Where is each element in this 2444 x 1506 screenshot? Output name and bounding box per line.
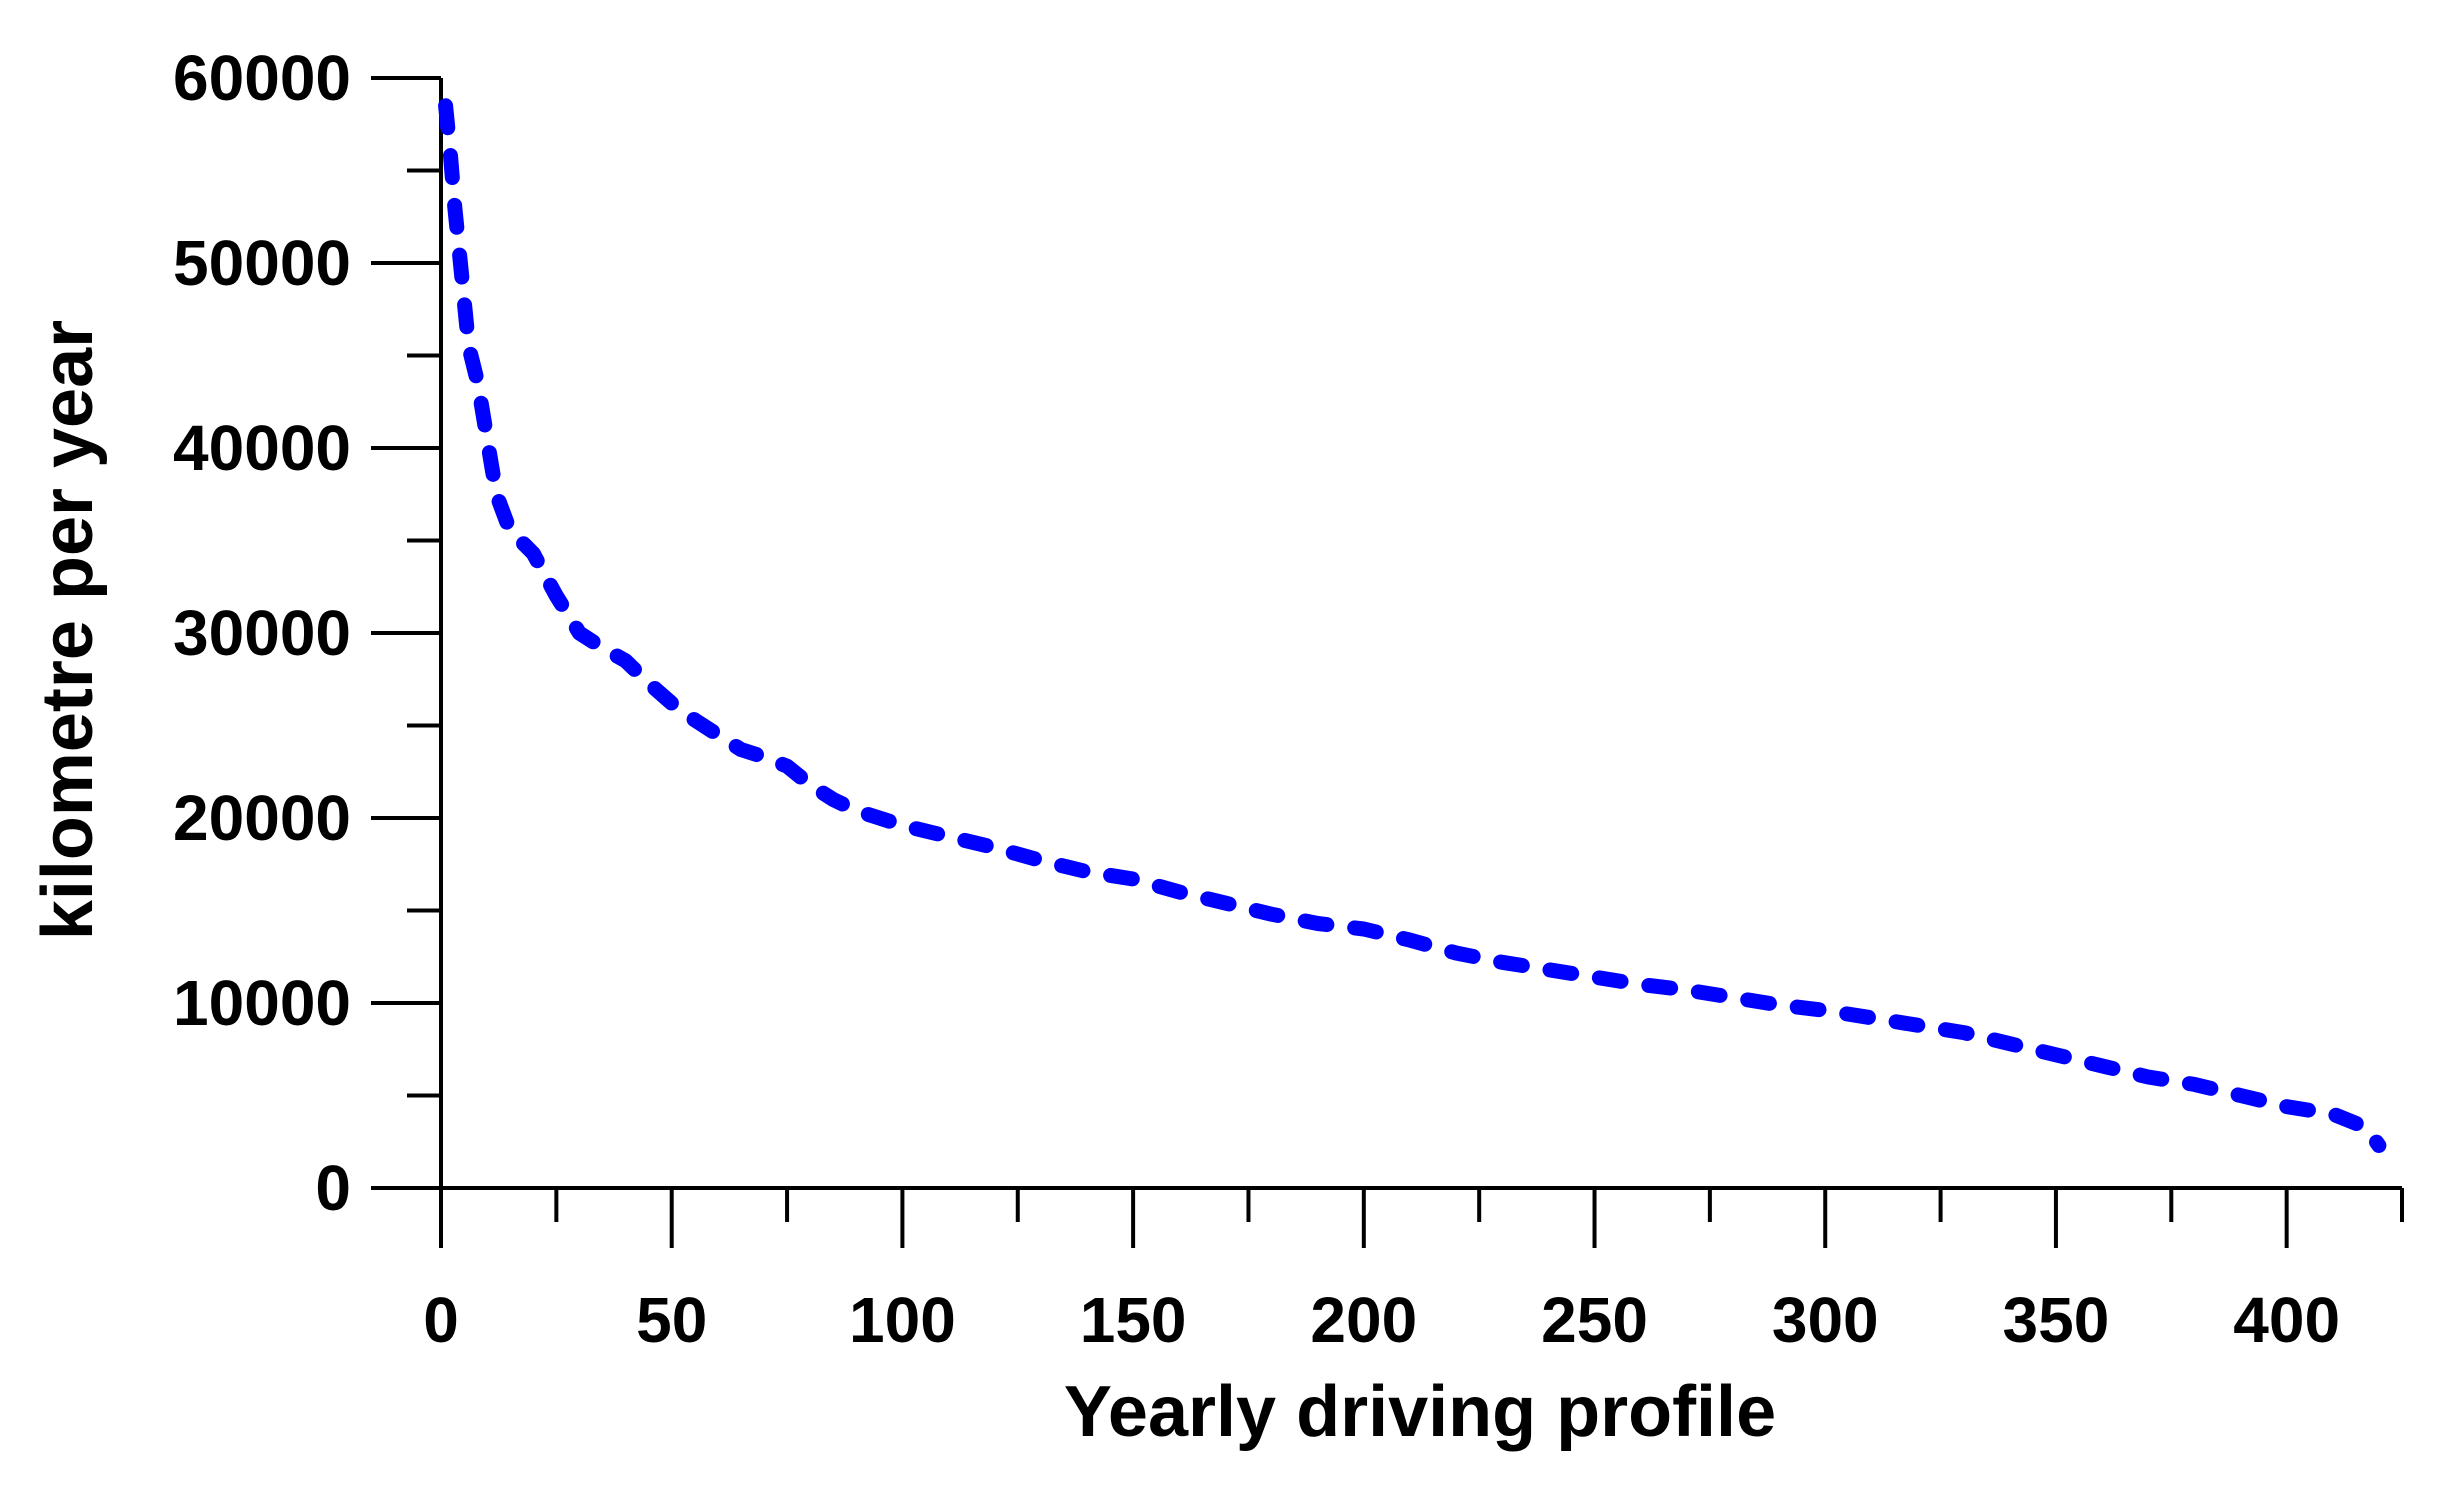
x-tick-label: 350 bbox=[2003, 1284, 2110, 1356]
y-axis-title: kilometre per year bbox=[28, 320, 108, 940]
x-axis-title: Yearly driving profile bbox=[1064, 1372, 1776, 1452]
x-tick-label: 400 bbox=[2233, 1284, 2340, 1356]
y-tick-label: 0 bbox=[315, 1152, 351, 1224]
x-tick-label: 50 bbox=[636, 1284, 707, 1356]
x-tick-label: 250 bbox=[1541, 1284, 1648, 1356]
x-tick-label: 150 bbox=[1080, 1284, 1187, 1356]
y-tick-label: 60000 bbox=[173, 42, 351, 114]
y-tick-label: 40000 bbox=[173, 412, 351, 484]
x-tick-label: 0 bbox=[423, 1284, 459, 1356]
axes: 0 50 100 150 200 250 300 350 400 0 10000 20000 30000… bbox=[173, 42, 2404, 1356]
x-tick-label: 200 bbox=[1310, 1284, 1417, 1356]
x-tick-label: 100 bbox=[849, 1284, 956, 1356]
series-layer bbox=[438, 98, 2387, 1153]
x-tick-label: 300 bbox=[1772, 1284, 1879, 1356]
y-tick-label: 50000 bbox=[173, 227, 351, 299]
y-tick-label: 10000 bbox=[173, 967, 351, 1039]
y-tick-label: 20000 bbox=[173, 782, 351, 854]
series-line bbox=[438, 98, 2387, 1153]
y-tick-label: 30000 bbox=[173, 597, 351, 669]
